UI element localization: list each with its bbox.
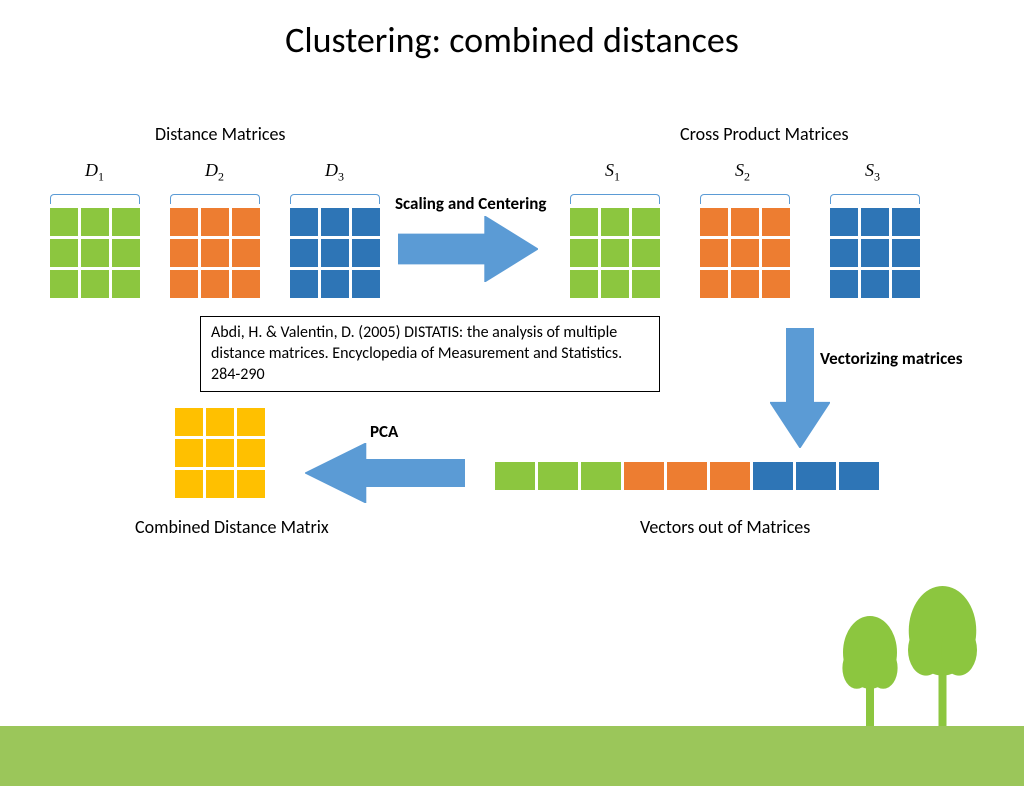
vectorizing-label: Vectorizing matrices [820,348,963,369]
bracket-icon [700,194,790,204]
bracket-icon [830,194,920,204]
bracket-icon [570,194,660,204]
matrix-d3 [290,208,380,298]
matrix-s3 [830,208,920,298]
scaling-centering-label: Scaling and Centering [395,193,546,214]
matrix-d2 [170,208,260,298]
bracket-icon [290,194,380,204]
matrix-d1 [50,208,140,298]
d2-label: D2 [205,160,224,185]
vectors-out-label: Vectors out of Matrices [640,516,810,538]
arrow-left-icon [305,443,465,503]
page-title: Clustering: combined distances [0,18,1024,62]
arrow-right-icon [398,216,538,282]
vector-row [495,462,879,490]
tree-icon [905,586,980,746]
ground-decoration [0,726,1024,786]
cross-product-matrices-label: Cross Product Matrices [680,123,849,145]
d3-label: D3 [325,160,344,185]
s3-label: S3 [865,160,880,185]
bracket-icon [170,194,260,204]
combined-matrix-label: Combined Distance Matrix [135,516,329,538]
s1-label: S1 [605,160,620,185]
pca-label: PCA [370,421,398,442]
bracket-icon [50,194,140,204]
d1-label: D1 [85,160,104,185]
matrix-s1 [570,208,660,298]
matrix-s2 [700,208,790,298]
arrow-down-icon [770,328,830,448]
citation-box: Abdi, H. & Valentin, D. (2005) DISTATIS:… [200,316,660,392]
distance-matrices-label: Distance Matrices [155,123,285,145]
s2-label: S2 [735,160,750,185]
combined-matrix [175,408,265,498]
